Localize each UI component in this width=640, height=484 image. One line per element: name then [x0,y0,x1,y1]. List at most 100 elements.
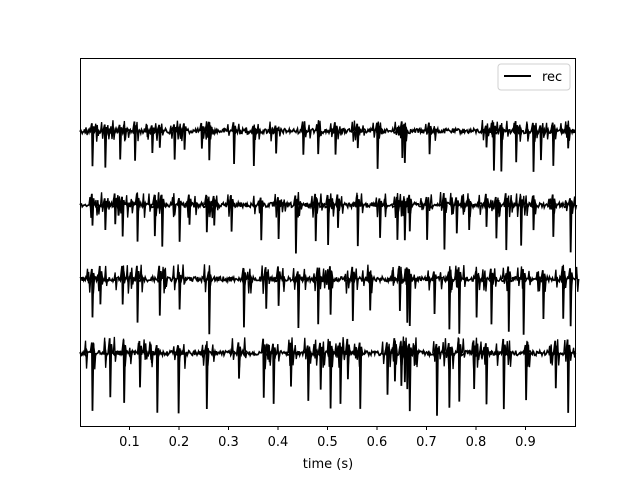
burst-ch3 [476,272,482,291]
burst-ch3 [369,270,374,294]
burst-ch1 [111,120,116,140]
burst-ch3 [493,268,498,287]
burst-ch2 [129,198,134,214]
spike-ch4-9 [260,338,267,398]
burst-ch3 [474,266,479,285]
burst-ch3 [562,270,568,289]
burst-ch2 [401,200,407,216]
burst-ch4 [176,346,182,362]
burst-ch3 [292,268,297,290]
burst-ch3 [130,267,135,285]
burst-ch4 [262,346,267,370]
burst-ch3 [295,273,300,291]
burst-ch4 [482,346,487,365]
burst-ch1 [350,121,355,142]
burst-ch4 [313,339,319,366]
burst-ch2 [226,199,231,210]
burst-ch4 [307,346,313,364]
burst-ch4 [276,343,281,362]
burst-ch1 [485,123,491,137]
burst-ch1 [175,125,180,140]
burst-ch3 [449,269,454,291]
x-tick-label: 0.5 [317,435,338,450]
plot-area [79,119,580,416]
burst-ch1 [157,125,162,139]
burst-ch4 [432,341,437,362]
burst-ch1 [329,123,334,138]
burst-ch2 [209,200,214,219]
burst-ch1 [270,127,275,135]
burst-ch3 [87,271,92,293]
burst-ch2 [88,197,93,218]
burst-ch2 [106,198,111,210]
burst-ch1 [95,124,100,137]
x-tick-label: 0.8 [466,435,487,450]
burst-ch1 [160,123,165,136]
spike-ch2-4 [119,196,126,237]
burst-ch3 [324,270,329,285]
spike-ch2-18 [335,194,341,228]
burst-ch1 [491,125,497,139]
burst-ch2 [207,196,212,218]
burst-ch2 [330,198,336,217]
burst-ch3 [575,271,580,292]
x-tick-label: 0.4 [268,435,289,450]
burst-ch3 [125,265,130,294]
x-tick-label: 0.6 [367,435,388,450]
burst-ch3 [202,264,208,293]
burst-ch4 [172,346,177,361]
burst-ch2 [514,193,520,218]
burst-ch1 [303,121,308,138]
burst-ch2 [524,195,529,217]
burst-ch1 [300,126,306,138]
burst-ch2 [506,195,512,218]
burst-ch3 [312,273,317,292]
spike-ch3-19 [431,271,438,314]
burst-ch1 [318,120,323,137]
spike-ch4-17 [357,342,364,409]
burst-ch4 [505,341,510,366]
burst-ch2 [497,199,502,213]
burst-ch4 [446,347,451,369]
burst-ch2 [548,198,554,210]
burst-ch3 [99,271,104,285]
legend: rec [497,63,571,91]
burst-ch1 [207,122,213,140]
burst-ch3 [266,269,271,285]
burst-ch2 [157,192,162,213]
burst-ch3 [516,267,521,287]
burst-ch3 [260,265,265,294]
spike-ch1-5 [149,125,156,154]
burst-ch3 [407,269,412,289]
burst-ch2 [125,195,130,218]
spike-ch2-7 [159,194,166,247]
spike-ch2-13 [258,197,265,241]
burst-ch1 [544,122,550,140]
burst-ch1 [424,123,429,135]
burst-ch2 [438,191,444,211]
burst-ch1 [226,124,231,136]
x-axis-label: time (s) [303,457,353,472]
spike-ch1-23 [490,122,497,171]
burst-ch1 [122,120,128,140]
burst-ch4 [380,341,386,365]
burst-ch3 [276,267,281,284]
burst-ch1 [361,125,366,136]
burst-ch1 [517,126,522,142]
burst-ch3 [96,274,101,292]
burst-ch1 [204,121,210,136]
burst-ch2 [522,195,527,216]
burst-ch4 [556,339,561,366]
burst-ch2 [314,196,319,214]
burst-ch2 [212,197,217,210]
burst-ch1 [109,126,114,140]
burst-ch4 [334,343,339,358]
burst-ch2 [153,194,158,217]
spike-ch3-23 [488,268,495,325]
burst-ch3 [172,265,177,291]
burst-ch1 [232,126,237,135]
spike-ch4-10 [270,343,277,404]
burst-ch1 [237,123,242,135]
x-tick-label: 0.9 [515,435,536,450]
burst-ch1 [307,124,312,139]
